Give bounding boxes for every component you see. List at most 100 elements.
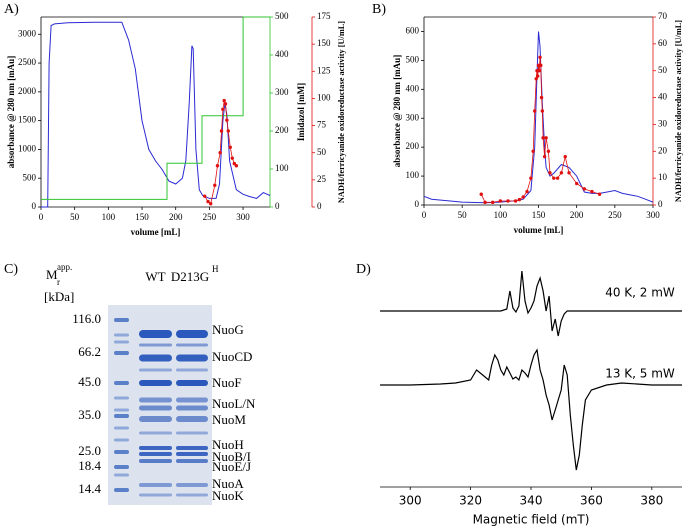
x-tick-label: 360 xyxy=(580,494,603,508)
data-point xyxy=(506,199,510,203)
y-tick-label: 200 xyxy=(406,141,420,151)
protein-band xyxy=(139,397,172,403)
x-tick-label: 50 xyxy=(458,210,468,220)
protein-band xyxy=(139,416,172,422)
data-point xyxy=(483,200,487,205)
series-line xyxy=(41,16,270,200)
spectrum-label: 13 K, 5 mW xyxy=(605,367,675,381)
data-point xyxy=(491,200,495,205)
data-point xyxy=(531,149,535,153)
x-axis-title: volume [mL] xyxy=(131,227,181,237)
data-point xyxy=(222,98,226,103)
data-point xyxy=(209,202,213,206)
data-point xyxy=(226,129,230,133)
data-point xyxy=(221,107,225,111)
spectrum-label: 40 K, 2 mW xyxy=(605,286,675,300)
spectrum xyxy=(380,348,682,471)
data-point xyxy=(521,195,525,199)
data-point xyxy=(230,156,234,160)
series-line xyxy=(41,21,271,208)
y-tick-label: 125 xyxy=(317,65,331,75)
y-tick-label: 0 xyxy=(275,201,280,211)
y-tick-label: 500 xyxy=(275,11,289,21)
marker-label: 35.0 xyxy=(78,407,101,422)
x-tick-label: 100 xyxy=(494,210,508,220)
protein-band xyxy=(139,405,172,411)
marker-band xyxy=(114,414,129,418)
data-point xyxy=(555,176,560,180)
x-tick-label: 250 xyxy=(608,210,622,220)
y-axis-title: absorbance @ 280 nm [mAu] xyxy=(392,55,402,167)
marker-band xyxy=(114,450,129,454)
x-tick-label: 250 xyxy=(203,212,217,222)
data-point xyxy=(206,199,210,204)
y-tick-label: 500 xyxy=(23,172,37,182)
data-point xyxy=(232,161,237,166)
data-point xyxy=(540,109,545,113)
y-tick-label: 200 xyxy=(275,125,289,135)
data-point xyxy=(567,171,571,175)
panel-label: D) xyxy=(356,262,371,277)
protein-band xyxy=(139,483,172,487)
x-tick-label: 150 xyxy=(532,210,546,220)
band-label: NuoCD xyxy=(212,349,252,364)
y-tick-label: 1000 xyxy=(18,143,37,153)
marker-band xyxy=(114,465,129,469)
mr-symbol: M xyxy=(46,267,58,282)
y-tick-label: 30 xyxy=(658,118,668,128)
data-point xyxy=(498,199,503,203)
y-tick-label: 300 xyxy=(275,87,289,97)
mr-unit: [kDa] xyxy=(44,289,74,304)
y-tick-label: 400 xyxy=(275,49,289,59)
marker-band xyxy=(114,488,129,492)
marker-label: 25.0 xyxy=(78,443,101,458)
x-tick-label: 100 xyxy=(102,212,116,222)
band-label: NuoL/N xyxy=(212,396,256,411)
data-point xyxy=(529,176,533,180)
x-tick-label: 300 xyxy=(236,212,250,222)
protein-band xyxy=(176,397,208,403)
y-tick-label: 40 xyxy=(658,92,668,102)
data-point xyxy=(218,151,222,155)
protein-band xyxy=(176,416,208,422)
y-tick-label: 60 xyxy=(658,38,668,48)
data-point xyxy=(548,171,552,175)
data-point xyxy=(215,164,220,168)
data-point xyxy=(539,63,543,68)
y-tick-label: 100 xyxy=(275,163,289,173)
marker-label: 66.2 xyxy=(78,344,101,359)
y-tick-label: 0 xyxy=(658,199,663,209)
data-point xyxy=(525,189,529,194)
data-point xyxy=(479,192,483,196)
y-tick-label: 400 xyxy=(406,83,420,93)
data-point xyxy=(582,187,586,191)
y-axis-title: NADH/ferricyanide oxidoreductase activit… xyxy=(674,20,683,202)
protein-band xyxy=(176,343,208,347)
mr-subscript: r xyxy=(57,277,60,287)
x-axis-title: volume [mL] xyxy=(514,225,564,235)
data-point xyxy=(513,199,518,203)
data-point xyxy=(574,181,579,186)
protein-band xyxy=(176,452,208,456)
y-tick-label: 50 xyxy=(317,147,327,157)
data-point xyxy=(202,194,207,198)
y-axis-title: Imidazol [mM] xyxy=(296,83,306,141)
x-tick-label: 380 xyxy=(640,494,663,508)
marker-band xyxy=(114,438,129,442)
spectrum xyxy=(380,270,682,337)
marker-band xyxy=(114,351,129,355)
data-point xyxy=(597,192,602,196)
x-tick-label: 0 xyxy=(39,212,44,222)
lane-label: WT xyxy=(145,269,165,284)
mr-superscript: app. xyxy=(57,262,72,272)
band-label: NuoM xyxy=(212,412,246,427)
band-label: NuoA xyxy=(212,476,244,491)
band-label: NuoG xyxy=(212,322,244,337)
y-tick-label: 2000 xyxy=(18,86,37,96)
protein-band xyxy=(176,459,208,463)
marker-band xyxy=(114,408,129,412)
protein-band xyxy=(176,483,208,487)
x-tick-label: 340 xyxy=(520,494,543,508)
marker-band xyxy=(114,426,129,430)
